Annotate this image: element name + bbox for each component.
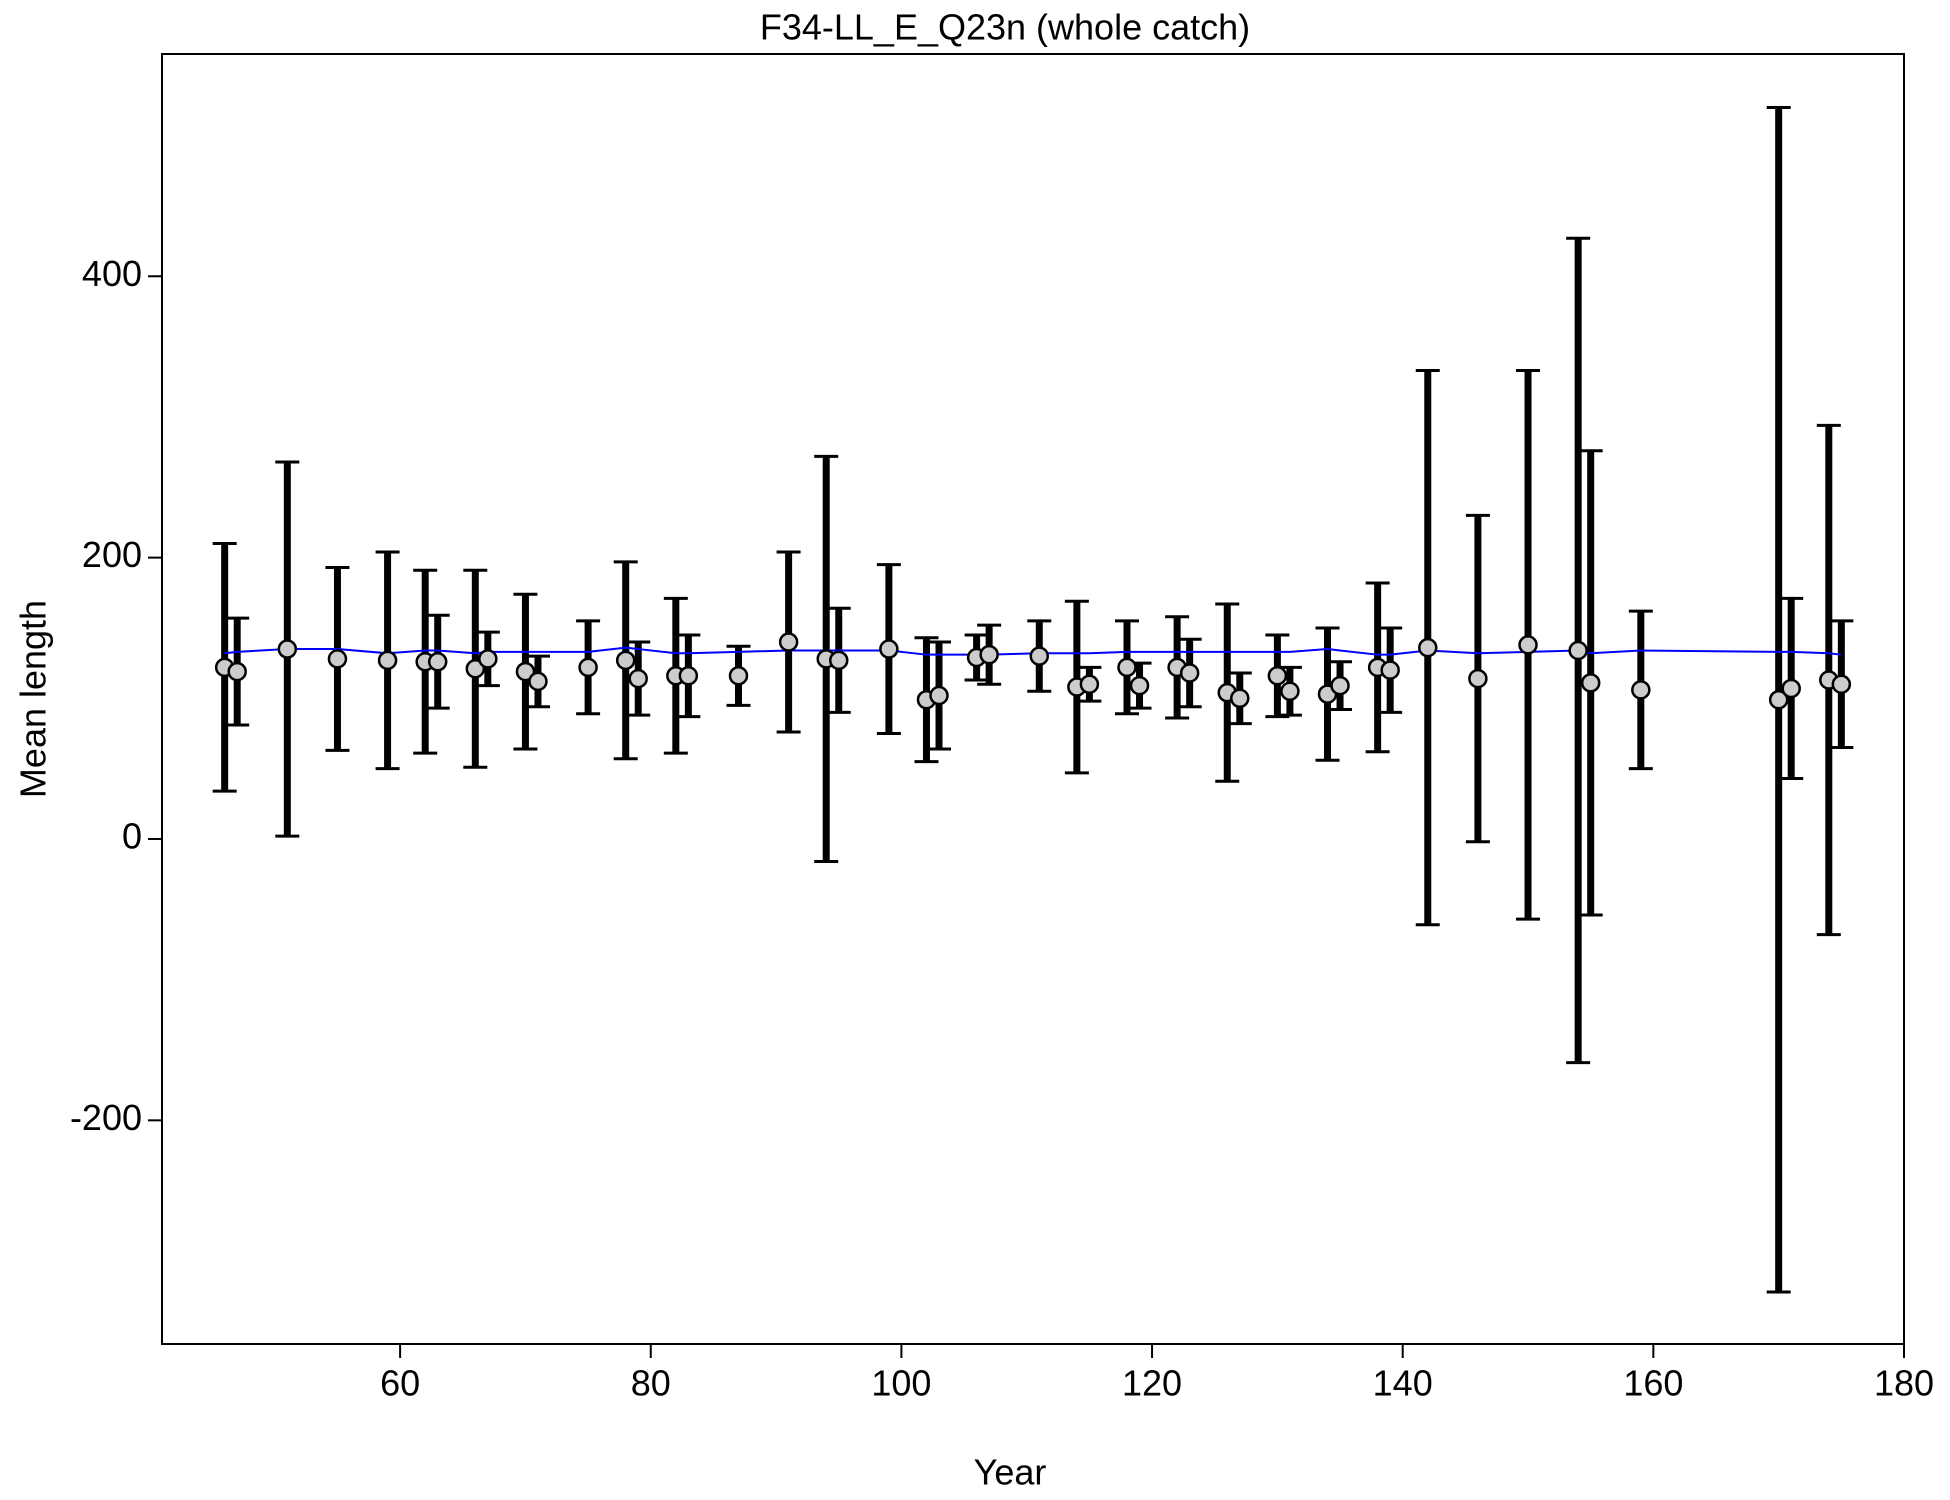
data-point (1129, 675, 1150, 696)
data-point (628, 668, 648, 689)
y-tick-label: 200 (82, 534, 142, 575)
data-point (1418, 637, 1438, 658)
x-tick-label: 100 (871, 1363, 931, 1404)
data-point (1267, 666, 1288, 686)
data-point (478, 649, 498, 669)
data-point (1380, 660, 1400, 680)
data-point (1518, 635, 1538, 655)
x-tick-label: 120 (1122, 1363, 1182, 1404)
x-tick-label: 180 (1874, 1363, 1934, 1404)
data-point (1280, 681, 1300, 702)
data-point (1781, 678, 1801, 699)
data-point (1179, 663, 1200, 683)
data-point (1580, 673, 1601, 693)
data-point (1029, 646, 1050, 666)
data-point (327, 649, 348, 669)
x-tick-label: 60 (380, 1363, 420, 1404)
data-point (578, 657, 598, 678)
data-point (227, 661, 247, 682)
y-axis-label: Mean length (13, 600, 54, 798)
data-point (465, 659, 486, 679)
data-point (1330, 675, 1350, 696)
data-point (427, 651, 448, 672)
data-point (1117, 657, 1137, 678)
x-tick-label: 80 (631, 1363, 671, 1404)
data-point (728, 666, 749, 686)
data-point (979, 644, 999, 665)
data-point (1831, 674, 1852, 694)
data-point (615, 650, 636, 671)
x-tick-label: 140 (1373, 1363, 1433, 1404)
data-point (1230, 688, 1250, 709)
data-point (828, 650, 849, 671)
data-point (1631, 680, 1651, 700)
x-tick-label: 160 (1623, 1363, 1683, 1404)
data-point (678, 666, 699, 686)
y-tick-label: 0 (122, 815, 142, 856)
plot-frame (161, 53, 1905, 1345)
y-tick-label: 400 (82, 253, 142, 294)
data-point (778, 632, 799, 652)
data-point (1768, 689, 1789, 710)
data-point (1468, 668, 1488, 689)
data-point (1568, 640, 1588, 661)
data-point (277, 639, 298, 659)
chart-title: F34-LL_E_Q23n (whole catch) (760, 7, 1250, 48)
x-axis-label: Year (974, 1452, 1047, 1493)
data-point (879, 639, 899, 659)
y-tick-label: -200 (70, 1097, 142, 1138)
data-point (1079, 674, 1100, 694)
data-point (515, 661, 536, 682)
data-point (528, 671, 548, 692)
data-point (377, 650, 398, 671)
data-point (929, 685, 949, 706)
